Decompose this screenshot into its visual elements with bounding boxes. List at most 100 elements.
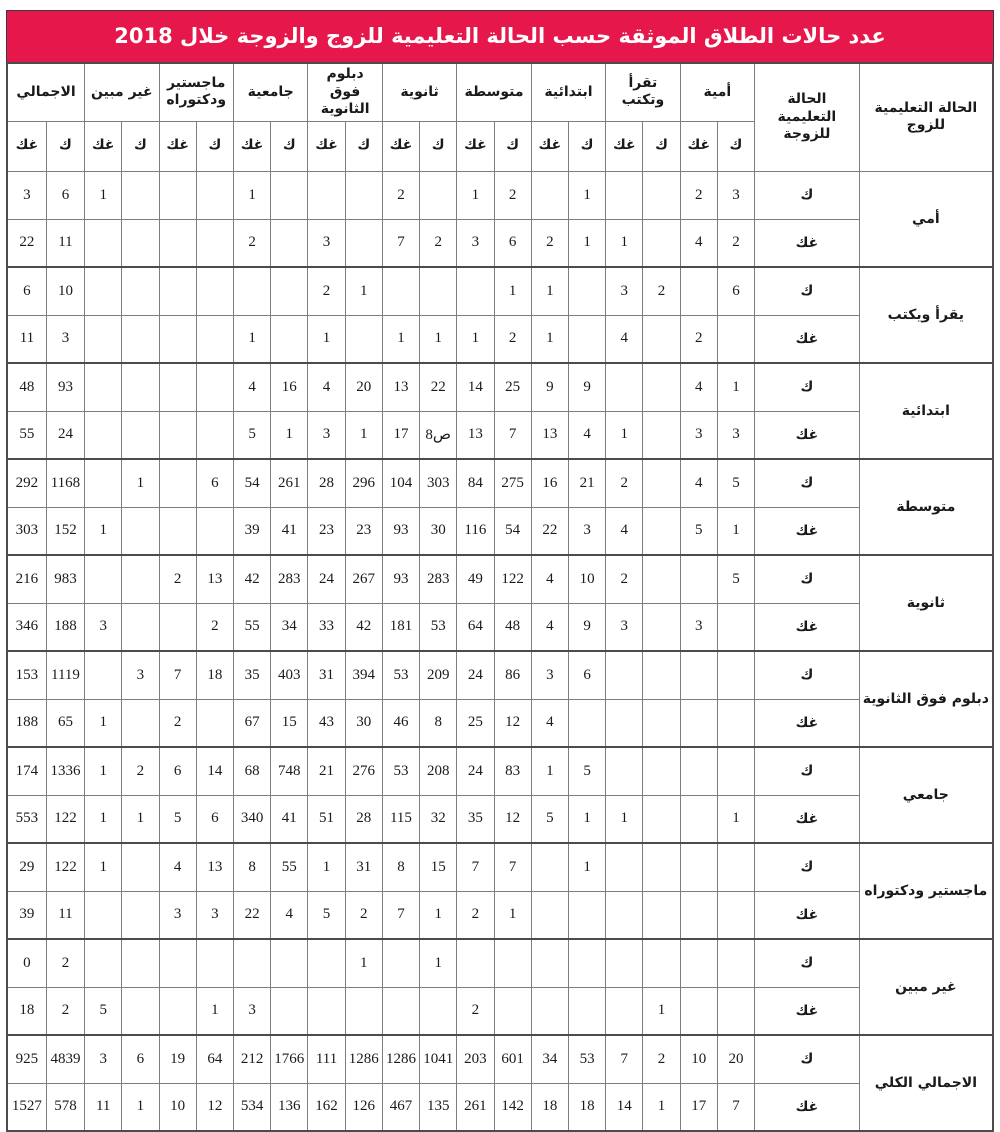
data-cell: 1 [530,314,569,364]
table-row: أمي ك 3 2 1 2 1 2 1 1 6 3 [6,170,994,268]
nationality-label: غك [754,986,860,1036]
data-cell: 20 [344,362,383,412]
data-cell: 5 [716,458,756,508]
data-cell [679,842,718,892]
data-cell: 67 [232,698,272,748]
data-cell: 18 [530,1082,569,1132]
nationality-subcol-header: غك [158,120,197,172]
data-cell [84,314,123,364]
data-cell: 6 [45,170,86,220]
data-cell: 4 [679,458,718,508]
data-cell: 116 [456,506,495,556]
data-cell: 394 [344,650,383,700]
data-cell: 3 [456,218,495,268]
data-cell: 1 [344,266,383,316]
data-cell: 1 [419,890,458,940]
table-row: دبلوم فوق الثانوية ك 6 3 86 24 209 53 394 31 403 35… [6,650,994,748]
data-cell: 18 [567,1082,607,1132]
nationality-label: غك [754,1082,860,1132]
data-cell [642,554,681,604]
wife-education-group-header: جامعية [232,62,309,122]
data-cell: 1 [232,314,272,364]
data-cell: 209 [419,650,458,700]
data-cell [344,170,383,220]
data-cell [195,266,234,316]
data-cell: 29 [6,842,47,892]
data-cell: 1 [567,794,607,844]
data-cell: 6 [121,1034,160,1084]
divorce-cases-table: الحالة التعليمية للزوج الحالة التعليمية … [6,62,994,1132]
data-cell: 2 [642,266,681,316]
data-cell: 1 [567,170,607,220]
data-cell: 65 [45,698,86,748]
data-cell [195,314,234,364]
data-cell: 403 [270,650,309,700]
data-cell: 25 [456,698,495,748]
data-cell [642,938,681,988]
nationality-subcol-header: غك [381,120,421,172]
data-cell: 2 [381,170,421,220]
data-cell: 3 [307,410,346,460]
data-cell: 1 [605,218,644,268]
data-cell: 1 [530,746,569,796]
data-cell: 2 [232,218,272,268]
data-cell: 122 [45,794,86,844]
data-cell: 2 [158,698,197,748]
table-title: عدد حالات الطلاق الموثقة حسب الحالة التع… [6,10,994,62]
data-cell [121,986,160,1036]
nationality-label: غك [754,890,860,940]
data-cell: 261 [270,458,309,508]
data-cell: 1336 [45,746,86,796]
data-cell [195,218,234,268]
data-cell: 2 [642,1034,681,1084]
data-cell [419,170,458,220]
data-cell: 54 [232,458,272,508]
data-cell: 34 [270,602,309,652]
data-cell [716,650,756,700]
data-cell [679,650,718,700]
data-cell: 181 [381,602,421,652]
data-cell: 24 [307,554,346,604]
data-cell: 48 [493,602,532,652]
data-cell [121,410,160,460]
data-cell [716,314,756,364]
data-cell: 1286 [381,1034,421,1084]
data-cell: 1 [84,842,123,892]
data-cell: 4 [307,362,346,412]
data-cell: 55 [6,410,47,460]
data-cell: 1766 [270,1034,309,1084]
data-cell [642,842,681,892]
nationality-label: غك [754,602,860,652]
data-cell [195,362,234,412]
data-cell: 1 [567,842,607,892]
wife-education-group-header: دبلوم فوق الثانوية [307,62,383,122]
data-cell: 2 [158,554,197,604]
data-cell: 53 [381,746,421,796]
data-cell: 578 [45,1082,86,1132]
data-cell: 2 [530,218,569,268]
data-cell: 3 [307,218,346,268]
data-cell: 11 [6,314,47,364]
data-cell: 4 [530,554,569,604]
data-cell: 5 [530,794,569,844]
data-cell [642,362,681,412]
data-cell [84,890,123,940]
header-group-row: الحالة التعليمية للزوج الحالة التعليمية … [6,62,994,172]
data-cell [381,266,421,316]
data-cell [530,842,569,892]
data-cell: 21 [307,746,346,796]
nationality-subcol-header: غك [84,120,123,172]
data-cell [605,650,644,700]
husband-education-label: غير مبين [858,938,994,1036]
data-cell: 39 [232,506,272,556]
data-cell: 93 [45,362,86,412]
data-cell: 18 [6,986,47,1036]
data-cell: 11 [45,218,86,268]
data-cell: 1 [605,794,644,844]
data-cell: 14 [456,362,495,412]
data-cell: 208 [419,746,458,796]
data-cell [121,890,160,940]
data-cell [567,314,607,364]
data-cell [195,506,234,556]
